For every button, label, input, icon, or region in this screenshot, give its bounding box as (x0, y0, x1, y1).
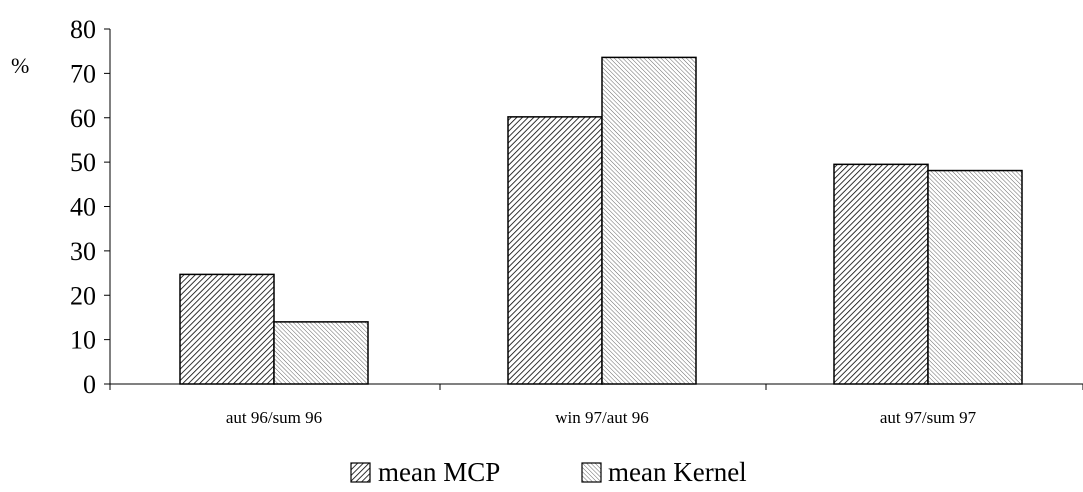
y-tick-label: 20 (70, 281, 96, 310)
y-tick-label: 10 (70, 326, 96, 355)
bar-mean-kernel (273, 321, 369, 385)
bar-mean-mcp (507, 116, 603, 385)
x-tick-label: win 97/aut 96 (555, 408, 649, 427)
y-tick-label: 30 (70, 237, 96, 266)
bar-mean-kernel (601, 56, 697, 385)
bar-mean-mcp (179, 273, 275, 385)
x-tick-label: aut 96/sum 96 (226, 408, 322, 427)
y-tick-label: 40 (70, 193, 96, 222)
x-tick-label: aut 97/sum 97 (880, 408, 977, 427)
legend-label: mean MCP (378, 457, 500, 487)
y-tick-label: 50 (70, 148, 96, 177)
y-axis-label: % (11, 53, 29, 78)
y-tick-label: 80 (70, 15, 96, 44)
y-tick-label: 0 (83, 370, 96, 399)
y-tick-label: 70 (70, 59, 96, 88)
bar-mean-mcp (833, 163, 929, 385)
legend-swatch (350, 462, 371, 483)
legend-swatch (581, 462, 602, 483)
bar-mean-kernel (927, 169, 1023, 385)
y-tick-label: 60 (70, 104, 96, 133)
legend-label: mean Kernel (608, 457, 747, 487)
